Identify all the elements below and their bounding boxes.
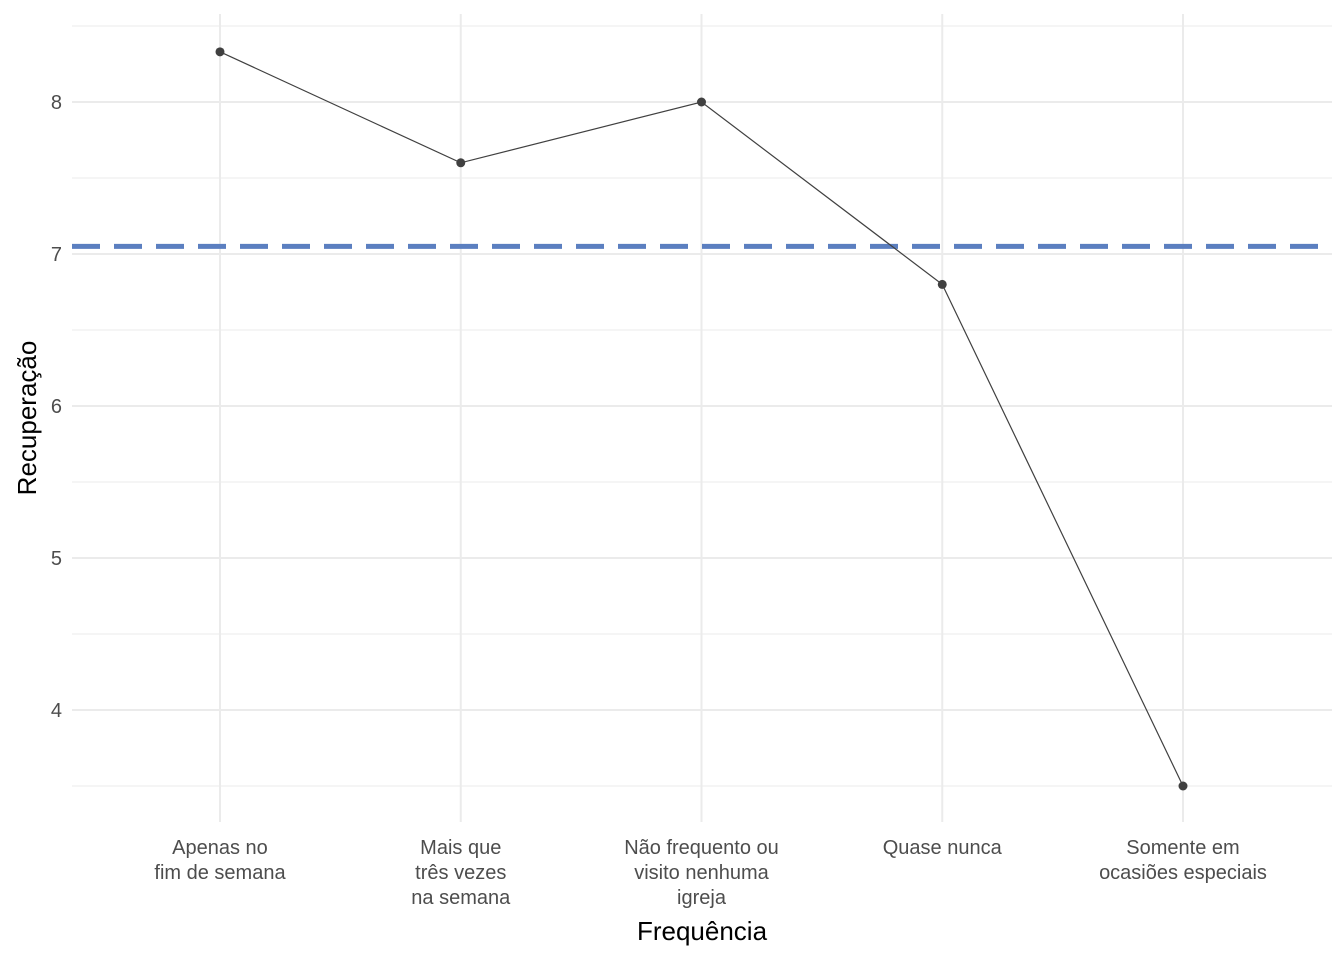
x-tick-label-line: três vezes (415, 862, 506, 884)
x-tick-label: Quase nunca (883, 837, 1003, 859)
x-axis-ticks: Apenas no fim de semana Mais que três vezes… (154, 837, 1267, 909)
x-tick-label-line: visito nenhuma (634, 862, 769, 884)
x-tick-label-line: Não frequento ou (624, 837, 779, 859)
y-tick-label: 6 (51, 396, 62, 418)
y-tick-label: 8 (51, 92, 62, 114)
y-tick-label: 5 (51, 548, 62, 570)
y-tick-label: 7 (51, 244, 62, 266)
x-tick-label-line: fim de semana (154, 862, 286, 884)
x-tick-label-line: Somente em (1126, 837, 1239, 859)
data-point (937, 279, 947, 289)
y-tick-label: 4 (51, 700, 62, 722)
x-tick-label-line: igreja (677, 887, 727, 909)
x-tick-label-line: Mais que (420, 837, 501, 859)
grid-layer (72, 14, 1332, 822)
data-point (697, 97, 706, 107)
x-tick-label: Somente em ocasiões especiais (1099, 837, 1267, 884)
x-tick-label-line: na semana (411, 887, 511, 909)
x-axis-title: Frequência (637, 916, 768, 946)
y-axis-ticks: 4 5 6 7 8 (51, 92, 62, 722)
y-axis-title: Recuperação (12, 341, 42, 496)
x-tick-label-line: Quase nunca (883, 837, 1003, 859)
x-tick-label: Não frequento ou visito nenhuma igreja (624, 837, 779, 909)
x-tick-label: Mais que três vezes na semana (411, 837, 511, 909)
data-point (1178, 781, 1188, 791)
data-point (215, 47, 225, 57)
x-tick-label-line: Apenas no (172, 837, 268, 859)
x-tick-label-line: ocasiões especiais (1099, 862, 1267, 884)
x-tick-label: Apenas no fim de semana (154, 837, 286, 884)
data-point (456, 158, 466, 168)
series-layer (215, 47, 1188, 791)
